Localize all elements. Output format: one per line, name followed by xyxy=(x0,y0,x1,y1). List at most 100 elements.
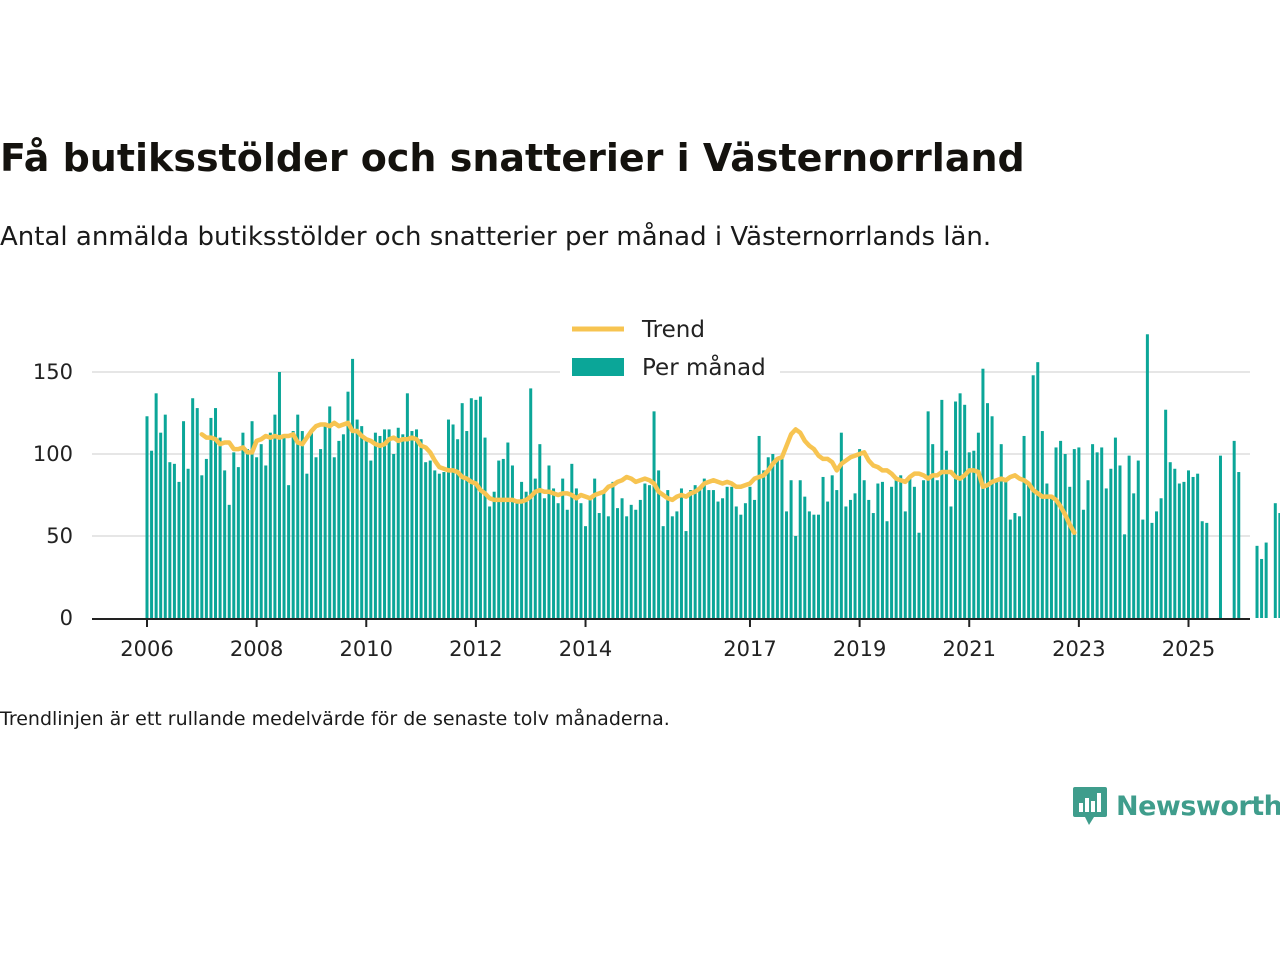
legend-bar-label: Per månad xyxy=(642,353,766,381)
bar xyxy=(766,457,770,618)
bar xyxy=(305,473,309,618)
bar xyxy=(588,496,592,618)
bar xyxy=(890,486,894,618)
bar xyxy=(867,499,871,618)
bar xyxy=(976,432,980,618)
bar xyxy=(501,458,505,618)
bar xyxy=(1150,522,1154,618)
bar xyxy=(1123,534,1127,618)
x-tick-label: 2014 xyxy=(559,637,612,661)
bar xyxy=(1104,488,1108,618)
x-tick-label: 2023 xyxy=(1052,637,1105,661)
bar xyxy=(232,452,236,618)
bar xyxy=(826,501,830,618)
bar xyxy=(401,434,405,618)
bar xyxy=(483,437,487,618)
bar xyxy=(972,450,976,618)
x-tick-label: 2017 xyxy=(723,637,776,661)
bar xyxy=(1086,480,1090,618)
bar xyxy=(300,431,304,618)
bar xyxy=(616,508,619,618)
bar xyxy=(510,465,514,618)
bar xyxy=(798,480,802,618)
bar xyxy=(351,358,355,618)
bar xyxy=(981,368,985,618)
bar xyxy=(319,449,323,618)
bar xyxy=(214,408,218,618)
bar xyxy=(182,421,186,618)
bar-series xyxy=(145,334,1280,618)
newsworthy-logo-icon xyxy=(1073,787,1107,825)
footnote: Trendlinjen är ett rullande medelvärde f… xyxy=(0,708,670,730)
bar xyxy=(584,526,588,618)
bar xyxy=(255,457,259,618)
legend-bar-swatch xyxy=(572,358,624,376)
y-tick-label: 100 xyxy=(33,442,73,466)
bar xyxy=(547,465,551,618)
bar xyxy=(817,514,820,618)
bar xyxy=(570,463,574,618)
bar xyxy=(159,432,163,618)
bar xyxy=(734,506,738,618)
bar xyxy=(967,452,971,618)
bar xyxy=(949,506,953,618)
bar xyxy=(775,457,779,618)
bar xyxy=(556,503,560,618)
bar xyxy=(236,467,240,618)
bar xyxy=(1232,440,1236,618)
bar xyxy=(785,511,789,618)
bar xyxy=(707,490,711,618)
bar xyxy=(465,431,469,618)
bar xyxy=(894,476,898,618)
bar xyxy=(1168,462,1172,618)
bar xyxy=(611,481,615,618)
bar xyxy=(200,475,204,618)
bar xyxy=(606,516,610,618)
bar xyxy=(163,414,167,618)
bar xyxy=(661,526,665,618)
bar xyxy=(629,504,633,618)
bar xyxy=(191,398,195,618)
bar xyxy=(1200,521,1204,618)
x-axis-ticks: 2006 2008 2010 2012 2014 2017 2019 2021 2023 2025 xyxy=(120,619,1215,661)
bar xyxy=(1100,447,1104,618)
bar xyxy=(652,411,656,618)
bar xyxy=(711,490,715,618)
bar xyxy=(1196,473,1200,618)
bar xyxy=(250,421,254,618)
y-tick-label: 50 xyxy=(46,524,73,548)
bar xyxy=(638,499,642,618)
chart-title: Få butiksstölder och snatterier i Väster… xyxy=(0,136,1025,180)
bar xyxy=(1008,519,1012,618)
bar xyxy=(1164,409,1168,618)
bar xyxy=(839,432,843,618)
brand-logo: Newsworthy xyxy=(1072,785,1280,827)
legend-trend-label: Trend xyxy=(641,317,705,343)
bar xyxy=(415,429,419,618)
bar xyxy=(332,457,336,618)
trend-series xyxy=(199,420,1077,535)
bar xyxy=(1109,468,1113,618)
bar xyxy=(177,481,181,618)
bar xyxy=(428,460,432,618)
x-tick-label: 2012 xyxy=(449,637,502,661)
bar xyxy=(478,396,482,618)
bar xyxy=(456,439,460,618)
bar xyxy=(1136,460,1140,618)
x-tick-label: 2021 xyxy=(943,637,996,661)
bar xyxy=(291,431,295,618)
bar xyxy=(1077,447,1081,618)
bar xyxy=(309,432,313,618)
bar xyxy=(168,462,172,618)
bar xyxy=(940,399,944,618)
bar xyxy=(739,514,743,618)
bar xyxy=(373,432,377,618)
bar xyxy=(1237,472,1241,618)
bar xyxy=(364,437,368,618)
bar xyxy=(716,501,720,618)
bar xyxy=(602,491,606,618)
bar xyxy=(341,434,345,618)
bar xyxy=(1036,362,1040,618)
bar xyxy=(424,462,428,618)
